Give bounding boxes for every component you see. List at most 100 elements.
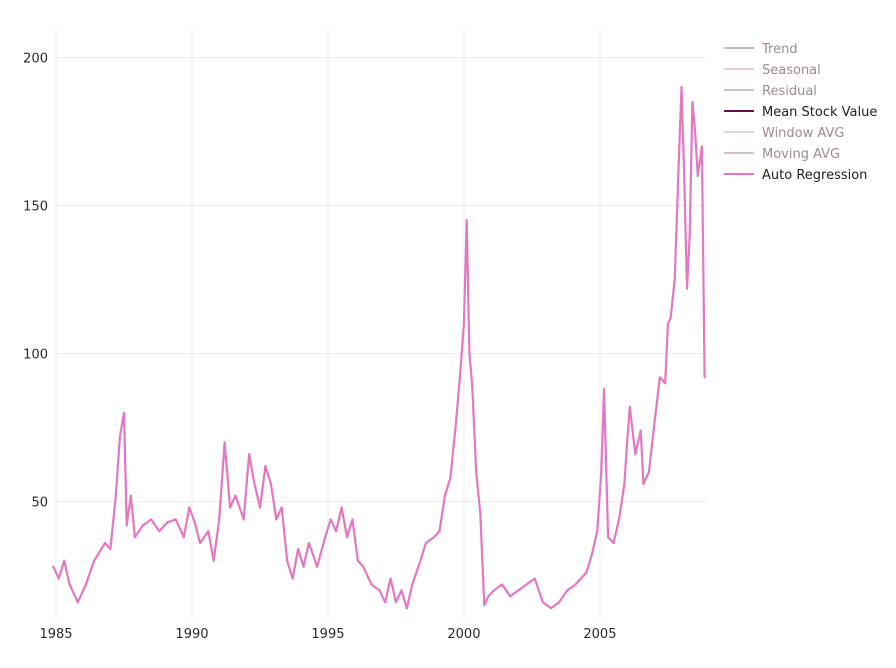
- y-tick-label: 50: [31, 496, 48, 511]
- data-point: [673, 278, 676, 281]
- data-point: [207, 530, 210, 533]
- data-point: [642, 482, 645, 485]
- data-point: [623, 482, 626, 485]
- data-point: [378, 589, 381, 592]
- legend-item-seasonal[interactable]: Seasonal: [724, 63, 821, 78]
- data-point: [258, 506, 262, 509]
- x-tick-label: 2005: [583, 627, 616, 642]
- legend-item-trend[interactable]: Trend: [724, 42, 798, 57]
- data-point: [658, 376, 661, 379]
- legend-item-mean-stock-value[interactable]: Mean Stock Value: [724, 105, 877, 120]
- data-point: [541, 601, 544, 604]
- data-point: [688, 234, 691, 237]
- legend[interactable]: Trend Seasonal Residual Mean Stock Value Win…: [724, 42, 877, 183]
- data-point: [590, 553, 593, 557]
- data-point: [133, 536, 136, 539]
- data-point: [351, 518, 354, 521]
- data-point: [666, 322, 670, 326]
- data-point: [129, 494, 132, 497]
- data-point: [218, 518, 221, 521]
- data-point: [275, 518, 278, 521]
- legend-label: Auto Regression: [762, 168, 867, 183]
- axis-tick-labels: 1985 1990 1995 2000 2005 50 100 150 200: [23, 52, 616, 642]
- data-point: [125, 524, 128, 527]
- data-point: [141, 524, 145, 527]
- data-point: [297, 547, 300, 551]
- data-point: [405, 607, 408, 610]
- data-point: [419, 559, 422, 562]
- data-point: [558, 601, 561, 604]
- data-point: [158, 530, 161, 533]
- data-point: [700, 145, 704, 148]
- data-point: [525, 583, 528, 586]
- data-point: [468, 352, 471, 355]
- data-point: [432, 536, 436, 539]
- legend-label: Moving AVG: [762, 147, 840, 162]
- data-point: [628, 405, 631, 408]
- data-point: [449, 476, 452, 479]
- data-point: [57, 577, 60, 580]
- data-point: [109, 547, 112, 551]
- data-point: [479, 512, 482, 515]
- data-point: [691, 100, 694, 104]
- data-point: [248, 453, 251, 456]
- data-point: [166, 521, 169, 524]
- legend-item-auto-regression[interactable]: Auto Regression: [724, 168, 867, 183]
- data-point: [234, 494, 237, 497]
- data-point: [647, 470, 651, 474]
- data-point: [626, 441, 629, 444]
- data-point: [264, 465, 267, 468]
- data-point: [653, 423, 656, 426]
- data-point: [316, 565, 319, 568]
- data-point: [150, 518, 153, 521]
- data-point: [669, 317, 672, 320]
- data-point: [286, 559, 289, 562]
- data-point: [703, 376, 706, 379]
- data-point: [122, 411, 126, 414]
- data-point: [307, 541, 310, 545]
- series-line-auto-regression: [52, 86, 706, 610]
- data-point: [585, 571, 588, 574]
- data-point: [533, 577, 536, 580]
- data-point: [68, 583, 71, 586]
- data-point: [424, 541, 427, 545]
- data-point: [683, 174, 686, 178]
- data-point: [188, 506, 191, 509]
- y-tick-label: 200: [23, 52, 48, 67]
- data-point: [677, 160, 680, 163]
- data-point: [223, 441, 226, 444]
- data-point: [291, 577, 294, 580]
- data-point: [696, 174, 699, 178]
- series-layer: [52, 86, 706, 610]
- data-point: [242, 518, 245, 521]
- data-point: [694, 130, 697, 133]
- legend-item-moving-avg[interactable]: Moving AVG: [724, 147, 840, 162]
- data-point: [607, 536, 610, 539]
- data-point: [602, 388, 606, 391]
- legend-label: Trend: [761, 42, 798, 57]
- data-point: [579, 577, 583, 580]
- data-point: [617, 518, 621, 521]
- data-point: [492, 589, 495, 592]
- data-point: [384, 601, 387, 604]
- data-point: [229, 506, 232, 509]
- legend-item-residual[interactable]: Residual: [724, 84, 817, 99]
- data-point: [63, 559, 66, 562]
- data-point: [487, 595, 490, 598]
- data-point: [362, 565, 365, 568]
- data-point: [394, 601, 398, 604]
- data-point: [370, 583, 373, 586]
- data-point: [465, 219, 468, 222]
- data-point: [114, 494, 117, 497]
- data-point: [93, 559, 96, 562]
- data-point: [500, 583, 504, 586]
- legend-item-window-avg[interactable]: Window AVG: [724, 126, 844, 141]
- data-point: [324, 536, 327, 539]
- data-point: [634, 453, 637, 456]
- legend-label: Window AVG: [762, 126, 844, 141]
- y-tick-label: 100: [23, 348, 48, 363]
- data-point: [400, 589, 403, 592]
- data-point: [103, 541, 107, 545]
- data-point: [76, 601, 79, 604]
